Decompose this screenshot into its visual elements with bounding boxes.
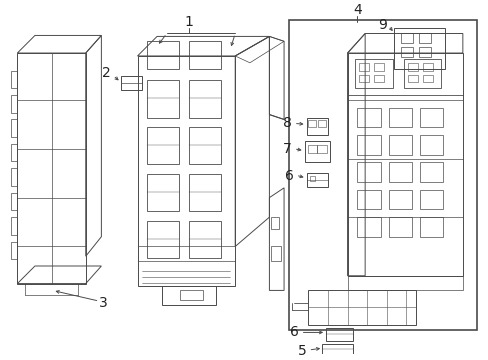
Bar <box>357 162 380 182</box>
Bar <box>373 63 383 71</box>
Bar <box>388 190 411 209</box>
Bar <box>357 217 380 237</box>
Bar <box>422 75 432 82</box>
Bar <box>308 121 316 127</box>
Bar <box>189 221 220 258</box>
Bar <box>271 217 279 229</box>
Bar <box>306 173 327 187</box>
Bar <box>306 117 327 135</box>
Text: 8: 8 <box>283 116 291 130</box>
Bar <box>307 145 317 153</box>
Bar <box>189 80 220 117</box>
Bar <box>419 190 443 209</box>
Bar <box>388 135 411 155</box>
Bar <box>388 108 411 127</box>
Bar <box>419 162 443 182</box>
Bar <box>179 291 203 300</box>
Text: 7: 7 <box>283 142 291 156</box>
Bar <box>325 328 353 341</box>
Bar <box>147 127 178 165</box>
Bar <box>147 174 178 211</box>
Bar <box>404 59 441 88</box>
Bar <box>318 121 325 127</box>
Bar <box>418 33 430 43</box>
Bar <box>359 75 368 82</box>
Bar <box>147 221 178 258</box>
Bar <box>407 75 417 82</box>
Bar <box>394 28 445 69</box>
Bar <box>359 63 368 71</box>
Bar <box>355 59 392 88</box>
Bar <box>418 47 430 57</box>
Text: 3: 3 <box>99 296 108 310</box>
Bar <box>317 145 326 153</box>
Bar <box>401 33 412 43</box>
Bar <box>357 190 380 209</box>
Text: 1: 1 <box>184 15 193 29</box>
Bar <box>388 217 411 237</box>
Text: 5: 5 <box>297 344 306 358</box>
Bar <box>388 162 411 182</box>
Bar <box>373 75 383 82</box>
Text: 2: 2 <box>102 66 111 80</box>
Text: 9: 9 <box>377 18 386 32</box>
Bar <box>288 20 475 330</box>
Bar <box>407 63 417 71</box>
Bar <box>419 108 443 127</box>
Text: 4: 4 <box>352 3 361 17</box>
Bar <box>357 108 380 127</box>
Bar <box>422 63 432 71</box>
Bar <box>419 217 443 237</box>
Bar <box>189 127 220 165</box>
Bar <box>147 80 178 117</box>
Bar <box>189 174 220 211</box>
Bar <box>401 47 412 57</box>
Text: 6: 6 <box>285 169 293 183</box>
Bar <box>419 135 443 155</box>
Bar <box>271 247 281 261</box>
Bar <box>357 135 380 155</box>
Text: 6: 6 <box>289 325 298 339</box>
Bar <box>147 41 178 69</box>
Bar <box>121 76 142 90</box>
Bar <box>310 176 315 181</box>
Bar <box>304 141 329 162</box>
Bar <box>189 41 220 69</box>
Bar <box>322 344 353 354</box>
